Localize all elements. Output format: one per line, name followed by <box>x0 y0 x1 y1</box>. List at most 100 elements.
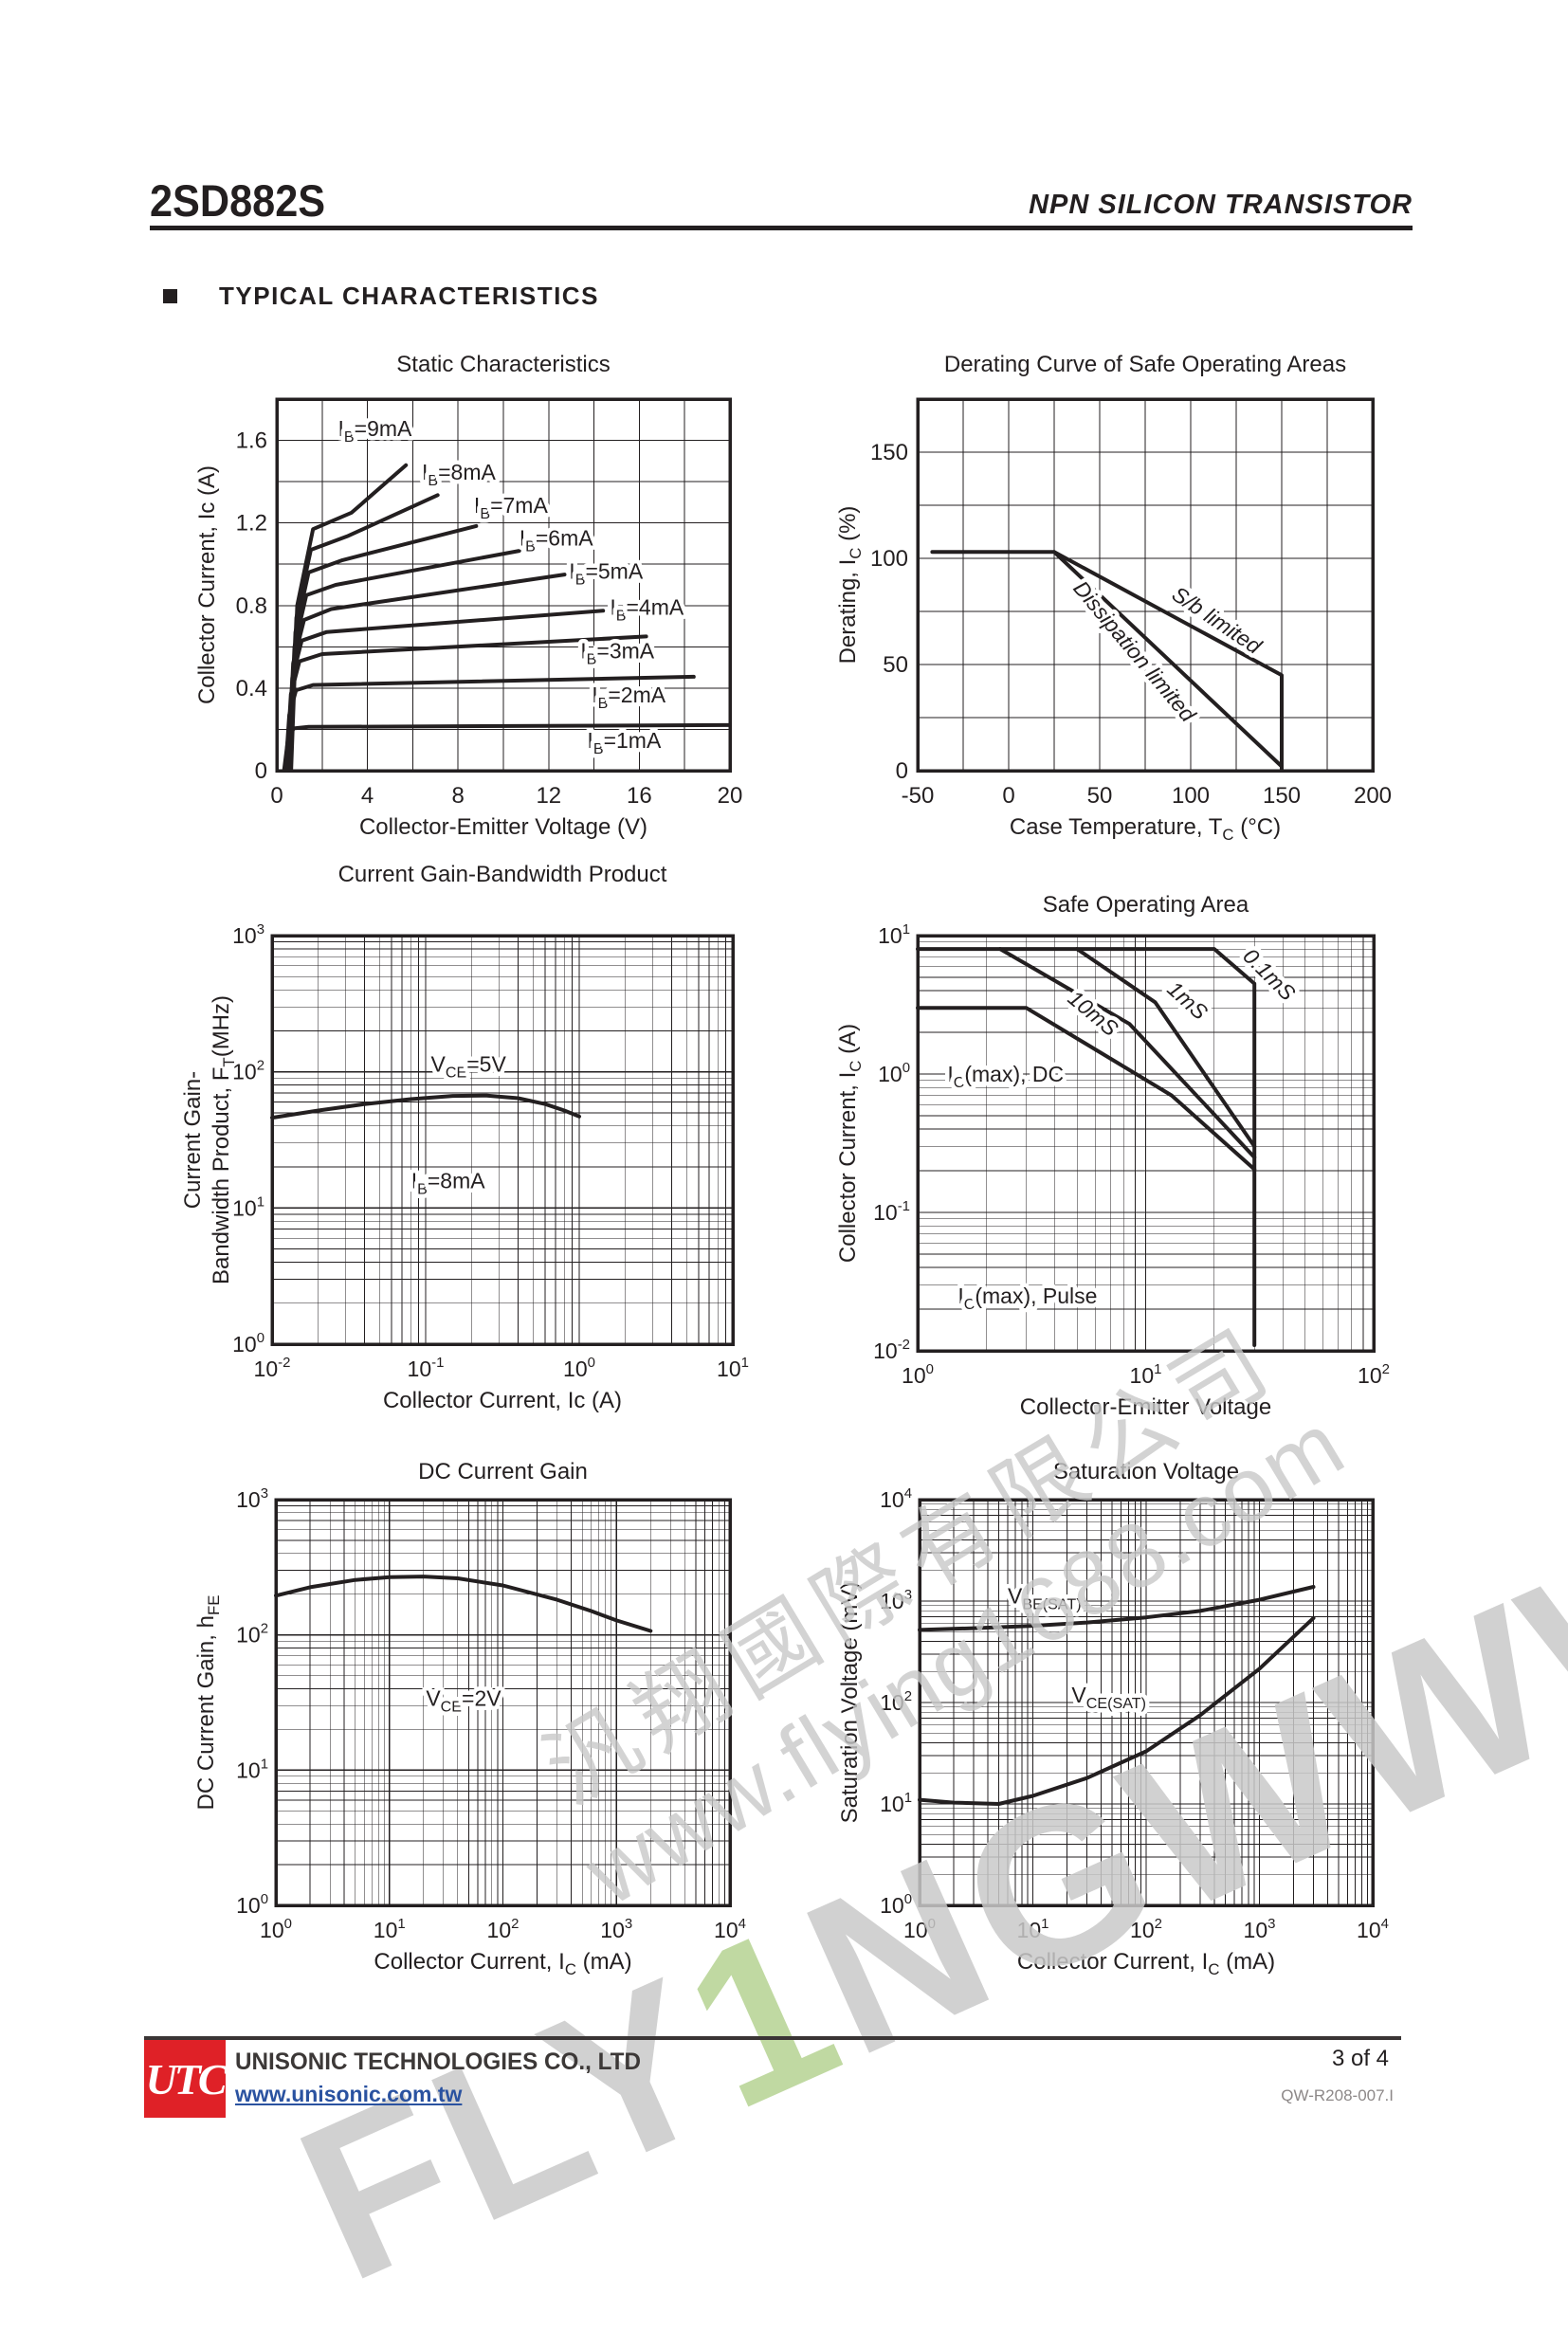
annotation: 1mS <box>1162 976 1212 1025</box>
chart-gain-bandwidth: 10-2 10-1 100 101 100 101 102 103 Current Gain-B… <box>180 862 749 1413</box>
y-axis-label-gain-bandwidth: Current Gain- <box>180 1071 206 1209</box>
y-tick: 100 <box>878 1060 910 1086</box>
section-heading: TYPICAL CHARACTERISTICS <box>163 282 599 311</box>
x-axis-label-derating-soa: Case Temperature, TC (°C) <box>1010 814 1281 844</box>
datasheet-page: 2SD882S NPN SILICON TRANSISTOR TYPICAL C… <box>144 175 1568 2328</box>
x-axis-label-gain-bandwidth: Collector Current, Ic (A) <box>383 1388 622 1413</box>
footer-rule <box>144 2036 1401 2040</box>
curve-static-characteristics-5 <box>286 549 521 773</box>
y-axis-label-dc-current-gain: DC Current Gain, hFE <box>193 1595 223 1811</box>
y-tick: 100 <box>236 1891 268 1918</box>
annotation: VCE=5V <box>431 1052 507 1082</box>
y-tick: 102 <box>236 1621 268 1648</box>
annotation: IB=8mA <box>411 1168 486 1197</box>
y-tick: 101 <box>236 1756 268 1782</box>
annotation: IB=6mA <box>520 526 594 555</box>
curve-gain-bandwidth-0 <box>270 1093 581 1120</box>
x-tick: 101 <box>374 1916 406 1942</box>
y-tick: 50 <box>883 652 908 678</box>
x-tick: 10-1 <box>408 1355 445 1381</box>
annotation: IB=7mA <box>474 493 549 522</box>
x-tick: 100 <box>902 1361 934 1388</box>
x-tick: 100 <box>563 1355 595 1381</box>
curve-derating-soa-1 <box>1052 550 1284 773</box>
curve-saturation-voltage-1 <box>918 1615 1316 1806</box>
x-tick: 103 <box>600 1916 632 1942</box>
website-link[interactable]: www.unisonic.com.tw <box>235 2082 463 2106</box>
y-tick: 100 <box>870 546 908 572</box>
annotation: IB=9mA <box>338 416 413 446</box>
x-tick: 102 <box>1130 1916 1162 1942</box>
annotation: IB=4mA <box>610 595 684 625</box>
curve-saturation-voltage-0 <box>918 1585 1316 1632</box>
x-tick: 100 <box>260 1916 292 1942</box>
y-tick: 100 <box>880 1891 912 1918</box>
x-tick: 4 <box>361 783 374 809</box>
y-tick: 0.8 <box>236 593 267 619</box>
section-title: TYPICAL CHARACTERISTICS <box>219 282 599 310</box>
y-tick: 0.4 <box>236 676 267 701</box>
x-tick: 101 <box>1130 1361 1162 1388</box>
x-tick: 0 <box>1002 783 1014 809</box>
annotation: VBE(SAT) <box>1008 1583 1082 1612</box>
chart-safe-operating-area: 100 101 102 10-2 10-1 100 101 Safe Operating Ar… <box>835 892 1390 1420</box>
curve-safe-operating-area-0 <box>916 947 1257 1347</box>
y-tick: 102 <box>232 1058 264 1084</box>
x-tick: 101 <box>717 1355 749 1381</box>
annotation: IC(max), Pulse <box>957 1284 1097 1313</box>
annotation: IB=8mA <box>422 460 497 489</box>
annotation: IB=2mA <box>592 683 666 712</box>
annotation: IB=3mA <box>580 638 655 667</box>
y-axis-label-gain-bandwidth: Bandwidth Product, FT(MHz) <box>209 995 238 1284</box>
curve-static-characteristics-8 <box>289 463 409 773</box>
y-tick: 102 <box>880 1688 912 1715</box>
x-tick: 150 <box>1263 783 1301 809</box>
y-tick: 103 <box>232 921 264 948</box>
annotation: IC(max), DC <box>947 1062 1064 1091</box>
y-tick: 10-2 <box>873 1337 910 1363</box>
curve-dc-current-gain-0 <box>274 1575 653 1633</box>
x-tick: 103 <box>1244 1916 1276 1942</box>
y-tick: 104 <box>880 1485 912 1512</box>
x-tick: 100 <box>903 1916 936 1942</box>
annotation: 0.1mS <box>1238 943 1301 1006</box>
chart-title-dc-current-gain: DC Current Gain <box>418 1459 588 1484</box>
x-tick: 10-2 <box>254 1355 291 1381</box>
x-tick: 104 <box>714 1916 746 1942</box>
chart-dc-current-gain: 100 101 102 103 104 100 101 102 103 DC Current Ga… <box>193 1459 746 1978</box>
x-tick: 12 <box>536 783 561 809</box>
x-tick: 50 <box>1087 783 1113 809</box>
annotation: VCE=2V <box>426 1685 501 1715</box>
page-number: 3 of 4 <box>1331 2046 1389 2071</box>
y-tick: 150 <box>870 440 908 465</box>
y-tick: 0 <box>255 758 267 784</box>
chart-saturation-voltage: 100 101 102 103 104 100 101 102 103 104 Saturation… <box>837 1459 1389 1978</box>
curve-derating-soa-0 <box>930 550 1284 773</box>
header-rule <box>150 226 1413 230</box>
chart-title-gain-bandwidth: Current Gain-Bandwidth Product <box>338 862 667 887</box>
x-tick: 101 <box>1017 1916 1049 1942</box>
y-axis-label-derating-soa: Derating, IC (%) <box>835 506 865 665</box>
y-axis-label-static-characteristics: Collector Current, Ic (A) <box>194 465 220 704</box>
section-bullet-icon <box>163 289 177 303</box>
doc-code: QW-R208-007.I <box>1281 2086 1394 2104</box>
x-tick: 104 <box>1357 1916 1389 1942</box>
y-tick: 0 <box>896 758 908 784</box>
x-tick: 8 <box>452 783 465 809</box>
x-tick: 0 <box>270 783 283 809</box>
y-tick: 101 <box>232 1193 264 1220</box>
x-axis-label-saturation-voltage: Collector Current, IC (mA) <box>1017 1949 1275 1978</box>
x-tick: 16 <box>627 783 652 809</box>
curve-static-characteristics-3 <box>285 609 606 773</box>
x-tick: -50 <box>902 783 935 809</box>
x-tick: 20 <box>718 783 743 809</box>
annotation: IB=1mA <box>587 728 662 757</box>
company-name: UNISONIC TECHNOLOGIES CO., LTD <box>235 2049 641 2075</box>
x-tick: 100 <box>1172 783 1210 809</box>
x-axis-label-dc-current-gain: Collector Current, IC (mA) <box>374 1949 631 1978</box>
y-axis-label-saturation-voltage: Saturation Voltage (mV) <box>837 1582 863 1824</box>
part-number: 2SD882S <box>150 175 326 226</box>
chart-title-safe-operating-area: Safe Operating Area <box>1043 892 1249 918</box>
x-tick: 102 <box>487 1916 520 1942</box>
